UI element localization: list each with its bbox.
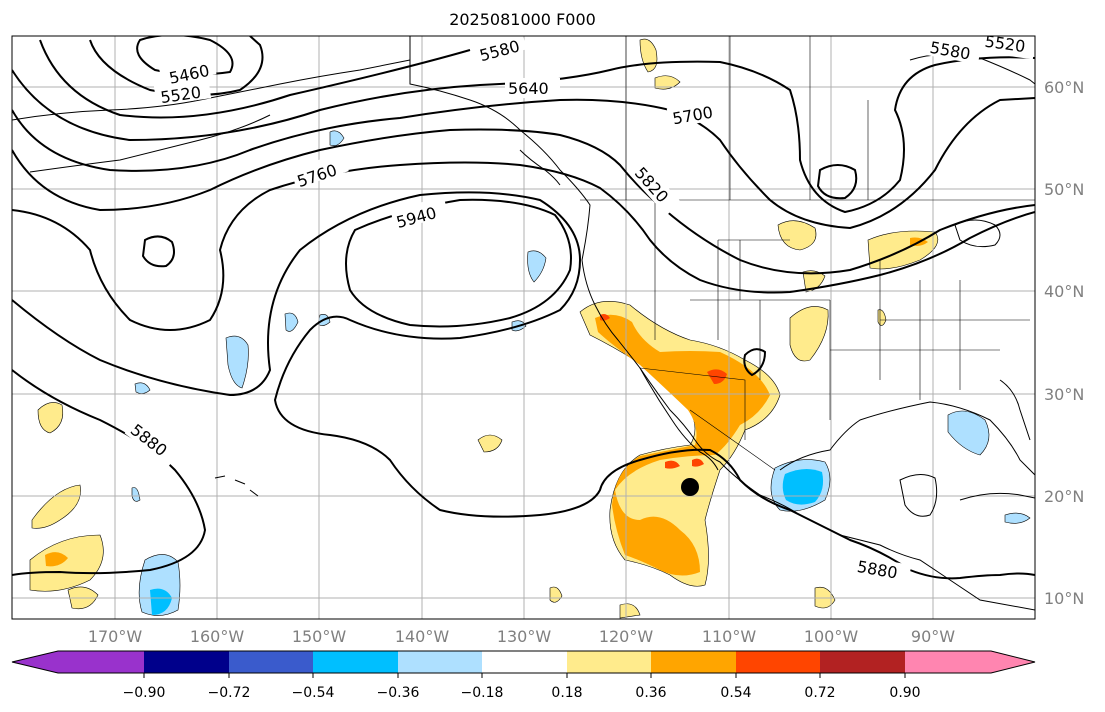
cuba <box>959 492 1035 501</box>
strong-field-3 <box>692 458 704 467</box>
lat-label: 60°N <box>1044 78 1084 97</box>
colorbar-segment <box>651 651 736 673</box>
colorbar-segment <box>398 651 482 673</box>
lon-label: 110°W <box>702 627 757 646</box>
contour-5640 <box>12 56 1035 214</box>
positive-field-west-3 <box>29 534 104 592</box>
colorbar-extend-left <box>12 651 58 673</box>
contour-label: 5520 <box>984 32 1027 56</box>
negative-field-southwest-pacific-core <box>150 588 172 615</box>
negative-field-pacific-7 <box>134 382 151 394</box>
map-frame <box>11 35 1036 620</box>
negative-field-gulf <box>947 410 990 456</box>
yucatan <box>899 474 938 517</box>
negative-field-caribbean <box>1004 512 1031 524</box>
colorbar-segment <box>58 651 144 673</box>
colorbar-tick-label: 0.36 <box>635 685 666 701</box>
colorbar-tick-label: 0.18 <box>551 685 582 701</box>
hawaii <box>214 475 259 497</box>
negative-field-pacific-8 <box>131 487 141 502</box>
lon-label: 160°W <box>190 627 245 646</box>
positive-field-west-1 <box>37 402 64 434</box>
positive-field-west-5 <box>477 434 503 453</box>
colorbar-segment <box>820 651 905 673</box>
aleutian-islands <box>29 114 271 173</box>
great-lakes <box>954 219 1001 248</box>
colorbar-segment <box>482 651 567 673</box>
colorbar-segment <box>567 651 651 673</box>
closed-small-southwest <box>743 348 767 377</box>
colorbar-segment <box>736 651 820 673</box>
baja-peninsula <box>639 367 719 471</box>
colorbar-tick-label: 0.72 <box>804 685 835 701</box>
lon-label: 120°W <box>599 627 654 646</box>
colorbar-segment <box>229 651 313 673</box>
contour-label: 5640 <box>508 79 549 98</box>
north-america-west-coast <box>409 36 1035 611</box>
lon-label: 170°W <box>88 627 143 646</box>
alaska-coast <box>12 59 411 121</box>
positive-field-south-3 <box>619 603 641 619</box>
colorbar-extend-right <box>991 651 1035 673</box>
moderate-field-southwest <box>595 314 770 576</box>
positive-field-plains-1 <box>777 220 817 251</box>
closed-low-north <box>816 164 858 200</box>
lon-label: 150°W <box>292 627 347 646</box>
colorbar-segment <box>905 651 991 673</box>
storm-center-marker <box>681 478 699 496</box>
colorbar-segment <box>144 651 229 673</box>
colorbar-tick-label: −0.54 <box>292 685 335 701</box>
positive-field-plains-4 <box>789 306 829 362</box>
colorbar-segment <box>313 651 398 673</box>
lon-label: 90°W <box>911 627 955 646</box>
gulf-coast <box>779 401 1035 476</box>
contour-5760 <box>12 128 1035 275</box>
contour-5700 <box>12 97 1035 230</box>
colorbar-tick-label: −0.36 <box>377 685 420 701</box>
negative-field-pacific-2 <box>284 312 299 332</box>
colorbar-tick-label: −0.72 <box>208 685 251 701</box>
positive-field-north-2 <box>654 75 681 90</box>
positive-field-west-3-core <box>45 552 68 567</box>
lat-label: 10°N <box>1044 589 1084 608</box>
colorbar-tick-label: 0.90 <box>889 685 920 701</box>
florida <box>999 379 1031 441</box>
negative-field-pacific-6 <box>329 130 345 146</box>
colorbar-tick-label: −0.90 <box>123 685 166 701</box>
strong-field-2 <box>665 460 680 469</box>
height-contours <box>12 36 1035 580</box>
graticule <box>12 36 1035 619</box>
negative-field-pacific-4 <box>527 250 547 283</box>
lon-label: 130°W <box>497 627 552 646</box>
lat-label: 50°N <box>1044 180 1084 199</box>
map-title: 2025081000 F000 <box>449 10 596 29</box>
contour-5460 <box>136 36 234 76</box>
lat-label: 40°N <box>1044 282 1084 301</box>
lon-label: 140°W <box>395 627 450 646</box>
lat-label: 30°N <box>1044 385 1084 404</box>
contour-5820 <box>12 161 1035 331</box>
colorbar: −0.90 −0.72 −0.54 −0.36 −0.18 0.18 0.36 … <box>11 650 1036 701</box>
closed-low-west <box>141 235 175 268</box>
colorbar-tick-label: 0.54 <box>720 685 751 701</box>
negative-field-mexico-core <box>782 468 824 505</box>
lon-label: 100°W <box>804 627 859 646</box>
contour-5580-west <box>39 36 511 119</box>
contour-5940 <box>345 198 572 328</box>
lat-label: 20°N <box>1044 487 1084 506</box>
negative-field-pacific-1 <box>225 335 249 389</box>
contour-5880 <box>12 191 1035 580</box>
colorbar-tick-label: −0.18 <box>461 685 504 701</box>
